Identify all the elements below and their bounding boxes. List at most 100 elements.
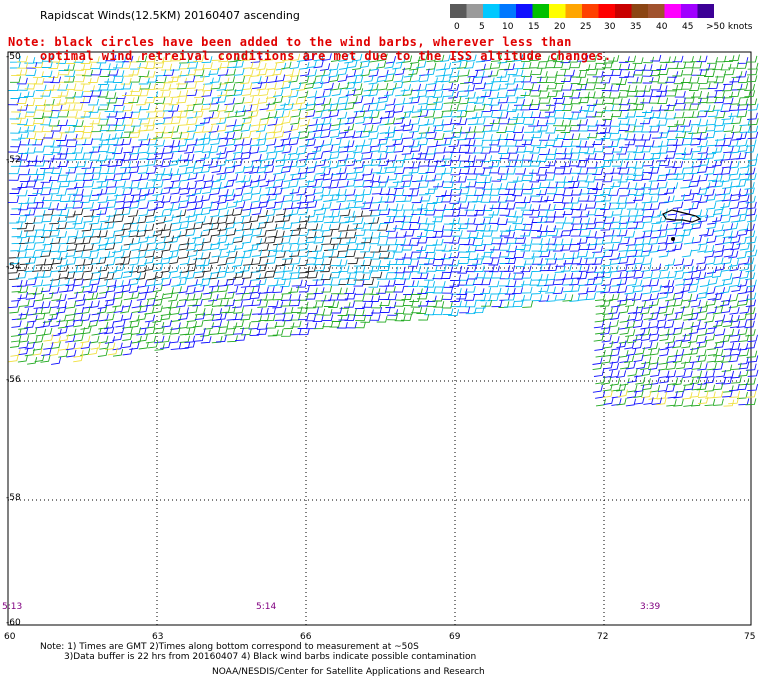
wind-barb bbox=[195, 307, 206, 316]
wind-barb bbox=[656, 230, 668, 238]
wind-barb bbox=[275, 153, 286, 162]
wind-barb bbox=[417, 266, 429, 274]
scale-swatch bbox=[582, 4, 599, 18]
wind-barb bbox=[459, 126, 471, 134]
wind-barb bbox=[403, 308, 415, 315]
wind-barb bbox=[256, 271, 267, 280]
wind-barb bbox=[11, 237, 23, 245]
wind-barb bbox=[705, 62, 717, 70]
wind-barb bbox=[98, 78, 110, 85]
wind-barb bbox=[578, 287, 589, 295]
wind-barb bbox=[115, 167, 127, 175]
wind-barb bbox=[40, 355, 51, 363]
wind-barb bbox=[617, 264, 628, 272]
color-scale-bar bbox=[450, 4, 714, 18]
wind-barb bbox=[283, 188, 294, 197]
wind-barb bbox=[345, 231, 357, 239]
wind-barb bbox=[704, 370, 715, 378]
wind-barb bbox=[403, 161, 415, 169]
wind-barb bbox=[673, 390, 684, 399]
wind-barb bbox=[672, 298, 683, 307]
wind-barb bbox=[609, 348, 620, 357]
wind-barb bbox=[682, 56, 694, 63]
wind-barb bbox=[289, 237, 300, 245]
wind-barb bbox=[266, 82, 277, 90]
wind-barb bbox=[186, 243, 197, 251]
wind-barb bbox=[256, 221, 267, 230]
wind-barb bbox=[354, 251, 366, 259]
wind-barb bbox=[48, 312, 59, 321]
wind-barb bbox=[122, 333, 133, 342]
wind-barb bbox=[474, 252, 486, 260]
wind-barb bbox=[746, 75, 758, 83]
wind-barb bbox=[370, 158, 382, 166]
wind-barb bbox=[474, 125, 486, 133]
wind-barb bbox=[625, 238, 637, 246]
wind-barb bbox=[251, 238, 263, 246]
wind-barb bbox=[345, 81, 356, 90]
wind-barb bbox=[640, 321, 651, 330]
wind-barb bbox=[128, 285, 139, 294]
wind-barb bbox=[289, 186, 301, 195]
wind-barb bbox=[707, 348, 719, 356]
wind-barb bbox=[464, 238, 476, 246]
wind-barb bbox=[89, 145, 101, 153]
wind-barb bbox=[721, 377, 733, 385]
wind-barb bbox=[418, 118, 430, 127]
wind-barb bbox=[697, 195, 709, 204]
wind-barb bbox=[161, 278, 172, 287]
wind-barb bbox=[641, 173, 653, 180]
wind-barb bbox=[545, 237, 557, 245]
wind-barb bbox=[184, 327, 196, 336]
wind-barb bbox=[433, 54, 445, 63]
wind-barb bbox=[418, 126, 430, 134]
wind-barb bbox=[691, 61, 703, 69]
wind-barb bbox=[728, 90, 740, 98]
wind-barb bbox=[538, 55, 550, 63]
wind-barb bbox=[665, 340, 676, 349]
wind-barb bbox=[521, 239, 533, 246]
wind-barb bbox=[280, 214, 291, 223]
wind-barb bbox=[562, 285, 574, 293]
wind-barb bbox=[152, 91, 164, 99]
wind-barb bbox=[320, 130, 331, 139]
wind-barb bbox=[459, 138, 471, 146]
wind-barb bbox=[168, 293, 179, 302]
wind-barb bbox=[195, 153, 207, 162]
wind-barb bbox=[200, 251, 211, 260]
wind-barb bbox=[91, 188, 103, 196]
wind-barb bbox=[427, 159, 439, 167]
wind-barb bbox=[312, 180, 323, 189]
wind-barb bbox=[707, 277, 718, 286]
wind-barb bbox=[40, 284, 52, 293]
wind-barb bbox=[72, 146, 84, 154]
wind-barb bbox=[578, 210, 590, 218]
wind-barb bbox=[538, 91, 550, 99]
wind-barb bbox=[690, 399, 702, 407]
wind-barb bbox=[152, 188, 163, 196]
wind-barb bbox=[384, 216, 396, 223]
wind-barb bbox=[8, 354, 19, 363]
wind-barb bbox=[458, 97, 470, 105]
wind-barb bbox=[346, 194, 358, 202]
wind-barb bbox=[178, 293, 190, 301]
wind-barb bbox=[65, 83, 77, 90]
wind-barb bbox=[417, 109, 429, 118]
wind-barb bbox=[456, 209, 468, 217]
wind-barb bbox=[617, 294, 628, 302]
wind-barb bbox=[10, 92, 22, 100]
wind-barb bbox=[225, 265, 236, 274]
wind-barb bbox=[200, 165, 211, 174]
wind-barb bbox=[656, 90, 668, 97]
wind-barb bbox=[715, 279, 726, 288]
wind-barb bbox=[569, 159, 581, 167]
wind-barb bbox=[379, 126, 391, 134]
wind-barb bbox=[232, 208, 243, 216]
wind-barb bbox=[329, 271, 341, 279]
wind-barb bbox=[177, 89, 189, 97]
wind-barb bbox=[483, 246, 495, 253]
wind-barb bbox=[555, 216, 567, 224]
wind-barb bbox=[40, 201, 52, 209]
wind-barb bbox=[545, 210, 557, 218]
wind-barb bbox=[379, 264, 391, 271]
